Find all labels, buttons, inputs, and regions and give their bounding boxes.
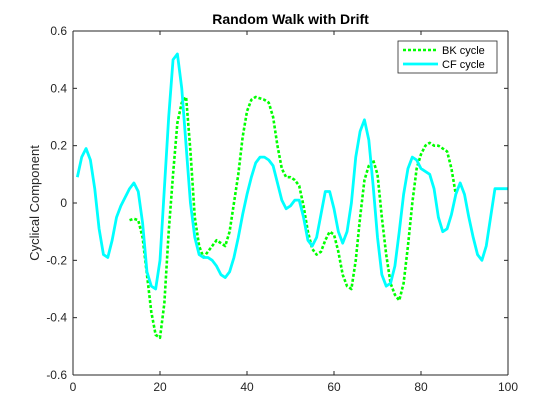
- x-tick-label: 20: [153, 380, 167, 394]
- series-line-cf-cycle: [75, 52, 508, 291]
- x-tick-label: 60: [327, 380, 341, 394]
- y-tick-label: 0.6: [50, 24, 67, 38]
- y-tick-label: 0: [60, 196, 67, 210]
- y-axis-label: Cyclical Component: [27, 145, 42, 261]
- legend-entry-label: CF cycle: [442, 59, 485, 71]
- x-tick-label: 0: [70, 380, 77, 394]
- legend: BK cycle CF cycle: [397, 40, 498, 74]
- plot-area: [73, 31, 508, 375]
- legend-box: [397, 40, 498, 74]
- y-tick-label: -0.2: [46, 253, 67, 267]
- y-tick-label: -0.4: [46, 311, 67, 325]
- series-layer: [75, 52, 508, 340]
- x-tick-label: 40: [240, 380, 254, 394]
- chart-title: Random Walk with Drift: [212, 11, 369, 27]
- x-tick-label: 80: [414, 380, 428, 394]
- y-tick-label: 0.2: [50, 139, 67, 153]
- y-tick-label: -0.6: [46, 368, 67, 382]
- y-tick-label: 0.4: [50, 81, 67, 95]
- ticks-layer: 0 20 40 60 80 100 -0.6 -0.4 -0.2 0 0.2 0.4 0.6: [46, 24, 518, 394]
- x-tick-label: 100: [498, 380, 518, 394]
- legend-entry-label: BK cycle: [442, 45, 485, 57]
